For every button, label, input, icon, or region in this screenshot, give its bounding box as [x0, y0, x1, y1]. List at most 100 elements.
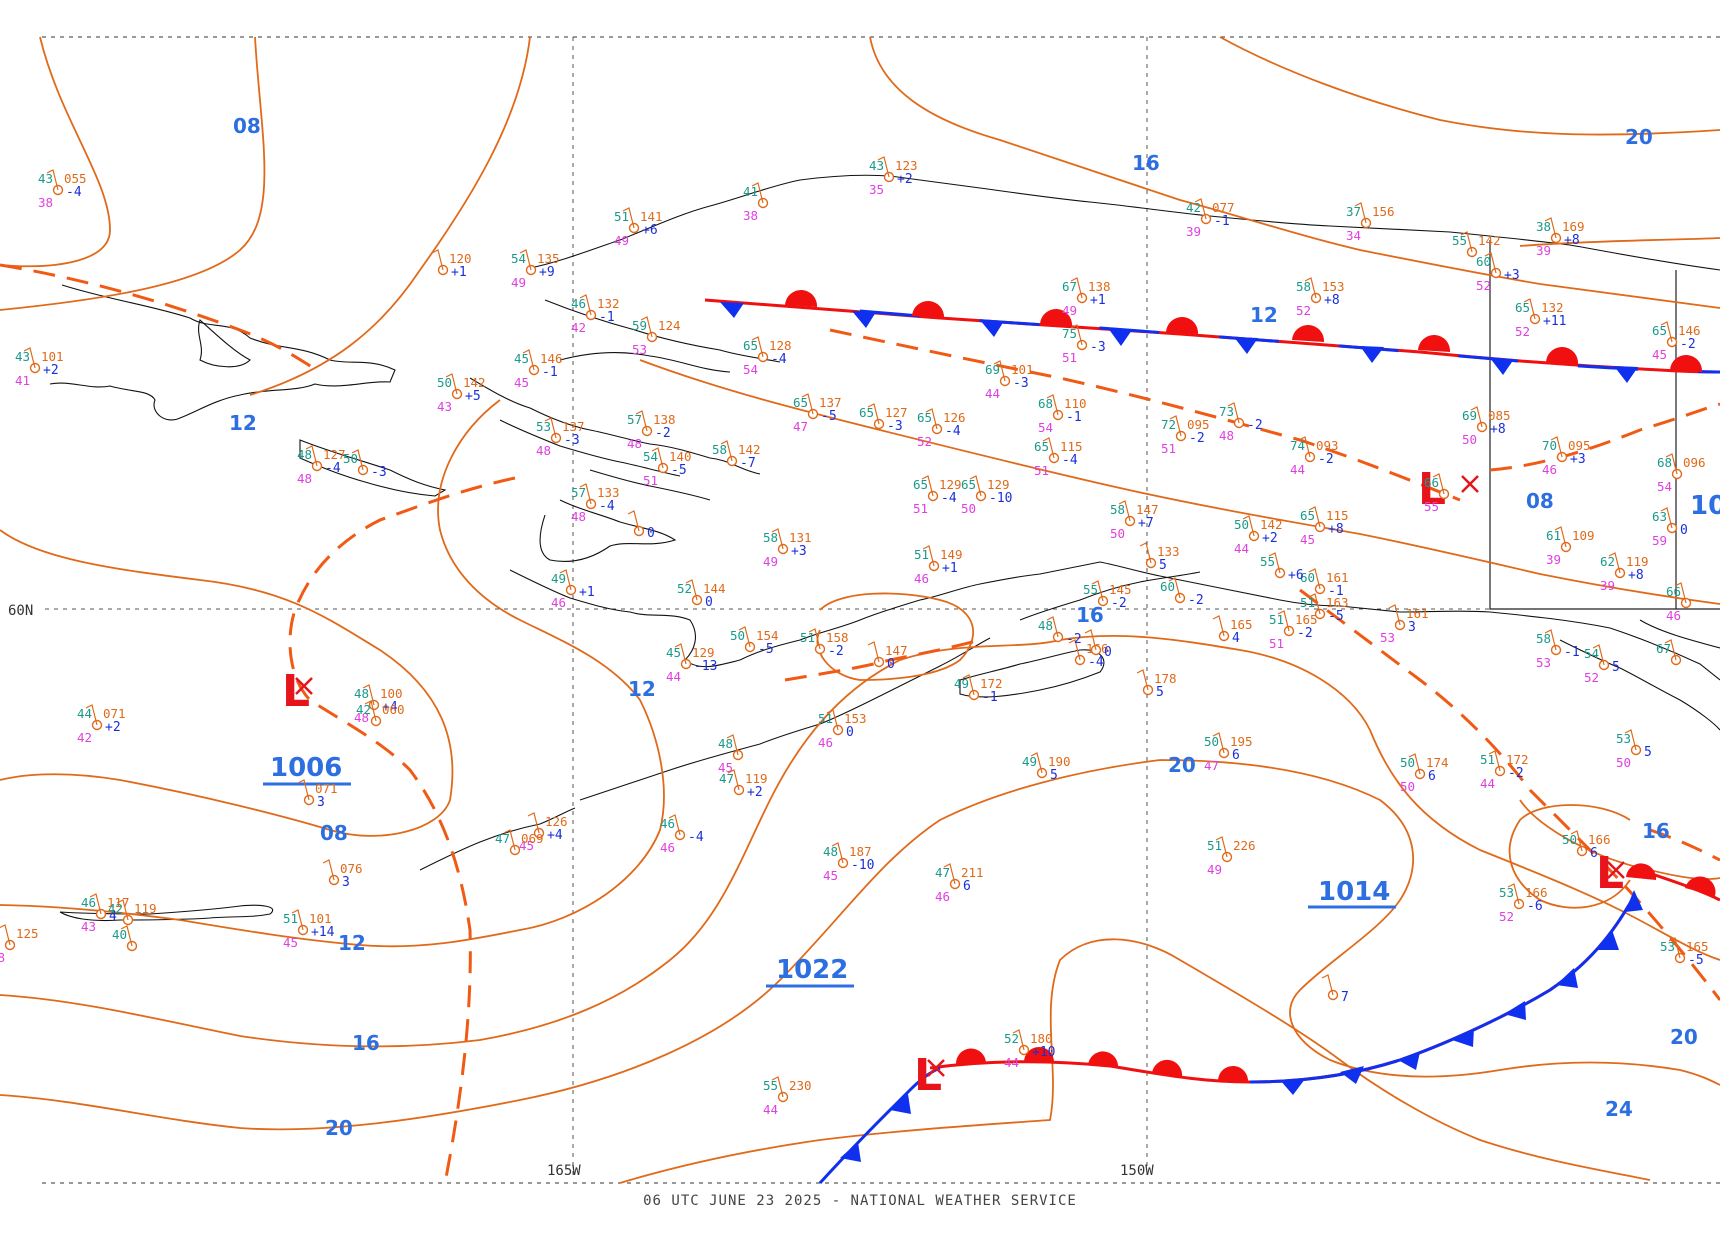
station-temperature: 65 — [1300, 508, 1315, 523]
station-dewpoint: 35 — [869, 182, 884, 197]
station-temperature: 51 — [1269, 612, 1284, 627]
station-pressure: 180 — [1030, 1031, 1053, 1046]
station-plot: 60 161-1 — [1300, 568, 1349, 599]
latlon-grid — [45, 37, 1720, 1175]
station-pressure: 131 — [789, 530, 812, 545]
wind-barb-icon — [1550, 436, 1563, 458]
station-dewpoint: 47 — [793, 419, 808, 434]
station-plot: 43 123 35 +2 — [869, 156, 918, 197]
station-plot: 58 131 49 +3 — [763, 528, 812, 569]
station-temperature: 51 — [1300, 595, 1315, 610]
wind-barb-icon — [1268, 552, 1281, 574]
wind-barb-icon — [1507, 883, 1520, 905]
station-temperature: 51 — [914, 547, 929, 562]
station-dewpoint: 44 — [985, 386, 1000, 401]
station-pressure: 123 — [895, 158, 918, 173]
wind-barb-icon — [1169, 415, 1182, 437]
station-tendency: -2 — [1111, 596, 1127, 611]
station-plot: 74 093 44 -2 — [1290, 436, 1339, 477]
wind-barb-icon — [635, 410, 648, 432]
wind-barb-icon — [46, 169, 59, 191]
station-temperature: 69 — [985, 362, 1000, 377]
wind-barb-icon — [831, 842, 844, 864]
wind-barb-icon — [1242, 515, 1255, 537]
wind-barb-icon — [1308, 568, 1321, 590]
station-pressure: 146 — [1678, 323, 1701, 338]
station-tendency: +8 — [1628, 568, 1644, 583]
station-pressure: 146 — [540, 351, 563, 366]
svg-text:12: 12 — [1250, 303, 1278, 327]
wind-barb-icon — [1308, 506, 1321, 528]
station-pressure: 101 — [41, 349, 64, 364]
station-tendency: 6 — [1428, 769, 1436, 784]
wind-barb-icon — [1194, 198, 1207, 220]
wind-barb-icon — [751, 336, 764, 358]
station-plot: 48 187 45 -10 — [823, 842, 874, 883]
station-dewpoint: 39 — [1536, 243, 1551, 258]
station-plot: 51 158-2 — [800, 628, 849, 659]
station-tendency: -6 — [1527, 899, 1543, 914]
station-tendency: -1 — [1564, 645, 1580, 660]
station-plot: 45 146 45 -1 — [514, 349, 563, 390]
station-tendency: 5 — [1159, 558, 1167, 573]
station-pressure: 126 — [545, 814, 568, 829]
station-plot: 73 48 -2 — [1219, 402, 1263, 443]
station-plot: 65 129 51 -4 — [913, 475, 962, 516]
station-tendency: -5 — [1328, 609, 1344, 624]
station-dewpoint: 39 — [1546, 552, 1561, 567]
station-pressure: 093 — [1316, 438, 1339, 453]
wind-barb-icon — [1624, 729, 1637, 751]
wind-barb-icon — [1460, 231, 1473, 253]
wind-barb-icon — [1298, 436, 1311, 458]
wind-barb-icon — [579, 294, 592, 316]
wind-barb-icon — [1139, 542, 1152, 564]
station-dewpoint: 52 — [1476, 278, 1491, 293]
station-pressure: 135 — [537, 251, 560, 266]
station-temperature: 69 — [1462, 408, 1477, 423]
station-plot: 60 -2 — [1160, 577, 1204, 608]
low-pressure-center-gulf-east: L — [1596, 848, 1625, 899]
station-tendency: -1 — [599, 310, 615, 325]
station-temperature: 47 — [935, 865, 950, 880]
wind-barb-icon — [85, 704, 98, 726]
station-dewpoint: 34 — [1346, 228, 1361, 243]
wind-barb-icon — [685, 579, 698, 601]
wind-barb-icon — [1070, 277, 1083, 299]
station-temperature: 45 — [514, 351, 529, 366]
station-dewpoint: 51 — [913, 501, 928, 516]
station-pressure: 101 — [309, 911, 332, 926]
station-plot: 48 100 48 +4 — [354, 684, 403, 725]
station-tendency: +8 — [1324, 293, 1340, 308]
wind-barb-icon — [751, 182, 764, 204]
station-pressure: 178 — [1154, 671, 1177, 686]
station-tendency: -4 — [325, 461, 341, 476]
station-plot: 46 132 42 -1 — [571, 294, 620, 335]
station-plot: 50 -3 — [343, 449, 387, 480]
lon-label-150w: 150W — [1120, 1163, 1154, 1179]
station-tendency: -1 — [1328, 584, 1344, 599]
station-pressure: 153 — [844, 711, 867, 726]
svg-text:1014: 1014 — [1318, 877, 1390, 907]
station-temperature: 65 — [961, 477, 976, 492]
station-pressure: 129 — [692, 645, 715, 660]
station-pressure: 154 — [756, 628, 779, 643]
station-temperature: 42 — [1186, 200, 1201, 215]
low-pressure-center-yukon: L — [1418, 464, 1479, 515]
station-dewpoint: 44 — [1480, 776, 1495, 791]
station-tendency: +6 — [1288, 568, 1304, 583]
station-temperature: 66 — [1666, 584, 1681, 599]
svg-text:1022: 1022 — [776, 955, 848, 985]
station-temperature: 65 — [917, 410, 932, 425]
wind-barb-icon — [922, 545, 935, 567]
station-tendency: 3 — [1408, 620, 1416, 635]
station-pressure: 174 — [1426, 755, 1449, 770]
station-plot: 51 153 46 0 — [818, 709, 867, 750]
station-temperature: 50 — [1400, 755, 1415, 770]
wind-barb-icon — [519, 249, 532, 271]
wind-barb-icon — [640, 316, 653, 338]
station-temperature: 59 — [632, 318, 647, 333]
station-plot: 48 45 — [718, 734, 744, 775]
station-dewpoint: 43 — [81, 919, 96, 934]
